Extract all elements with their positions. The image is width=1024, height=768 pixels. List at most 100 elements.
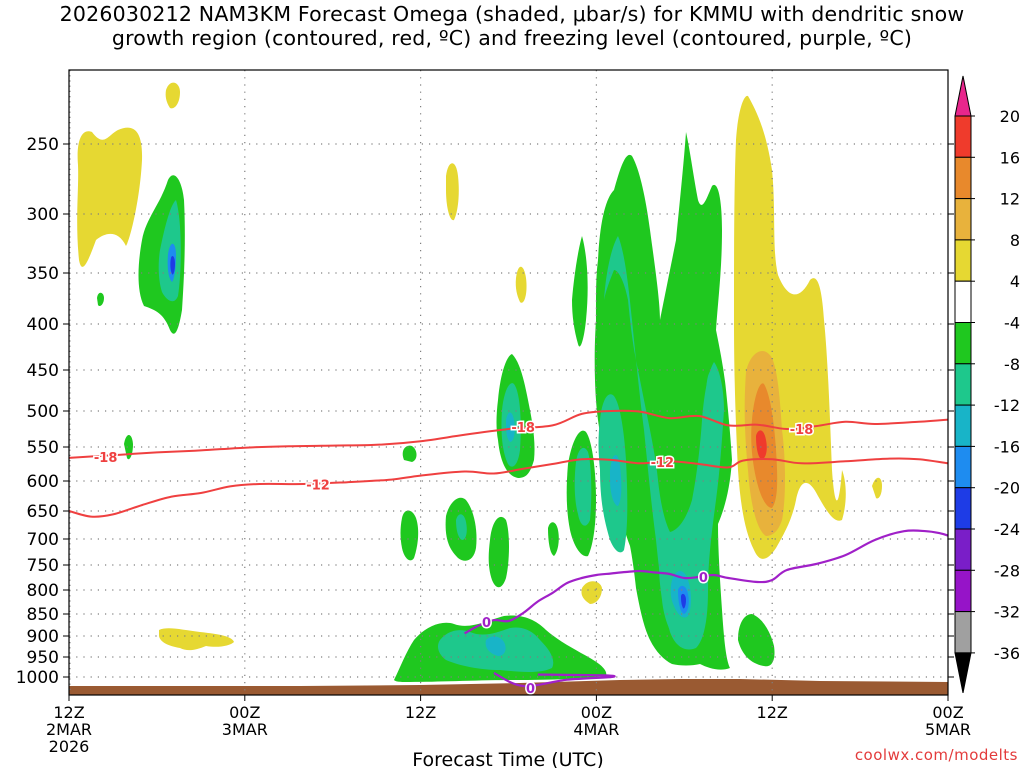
- credit-text: coolwx.com/modelts: [854, 746, 1018, 764]
- colorbar-swatch-7: [954, 363, 972, 406]
- contour-label-zero-0: 0: [482, 616, 491, 631]
- omega-negative-region-left-small: [400, 510, 419, 561]
- contour-layer: [69, 409, 948, 688]
- x-tick-label-60-0: 00Z: [932, 703, 963, 722]
- x-tick-label-0-2: 2026: [49, 737, 90, 756]
- contour-zero: [464, 529, 948, 635]
- x-tick-label-48-0: 12Z: [757, 703, 788, 722]
- omega-shading: [77, 82, 882, 682]
- x-tick-label-24-0: 12Z: [405, 703, 436, 722]
- grid-lines: [69, 70, 948, 695]
- colorbar-swatch-2: [954, 156, 972, 200]
- omega-negative-region-left-small-4: [488, 516, 509, 588]
- y-tick-label-650: 650: [27, 502, 59, 522]
- y-tick-label-300: 300: [27, 205, 59, 225]
- chart-title-line2: growth region (contoured, red, ºC) and f…: [111, 26, 913, 50]
- x-tick-label-0-1: 2MAR: [46, 720, 92, 739]
- colorbar-label-8: -16: [994, 437, 1020, 456]
- x-axis-label: Forecast Time (UTC): [412, 749, 603, 768]
- contour-label-m18-0: -18: [94, 451, 118, 466]
- y-tick-label-550: 550: [27, 438, 59, 458]
- omega-negative-core-center-cyan-2: [506, 412, 515, 442]
- contour-m12: [69, 457, 948, 518]
- omega-negative-region-center: [572, 236, 588, 347]
- omega-negative-core-center-cyan: [610, 455, 622, 506]
- colorbar-swatch-8: [954, 404, 972, 447]
- colorbar-swatch-9: [954, 445, 972, 489]
- contour-label-m18-2: -18: [790, 423, 814, 438]
- y-tick-label-700: 700: [27, 530, 59, 550]
- x-tick-label-0-0: 12Z: [53, 703, 84, 722]
- contour-m18: [69, 409, 948, 459]
- contour-label-zero-1: 0: [526, 682, 535, 697]
- plot-frame: [68, 69, 949, 696]
- omega-positive-region-mid: [446, 163, 459, 221]
- colorbar: 20 16 12 8 4 -4 -8 -12 -16 -20 -24 -28 -32 -36: [954, 75, 1020, 693]
- colorbar-label-2: 12: [1000, 190, 1020, 209]
- y-tick-label-350: 350: [27, 264, 59, 284]
- colorbar-swatch-1: [954, 115, 972, 158]
- contour-label-m12-0: -12: [306, 479, 330, 494]
- omega-negative-core-lower-cyan: [485, 636, 506, 656]
- omega-positive-region-mid-2: [515, 266, 527, 303]
- omega-positive-region-lower-left: [159, 628, 234, 651]
- omega-positive-region-right-small: [872, 477, 882, 499]
- contour-zero-secondary: [493, 672, 616, 688]
- ground-surface: [69, 679, 948, 695]
- contour-label-m12-1: -12: [651, 456, 675, 471]
- x-tick-label-60-1: 5MAR: [925, 720, 971, 739]
- y-tick-label-900: 900: [27, 627, 59, 647]
- x-tick-label-12-1: 3MAR: [222, 720, 268, 739]
- omega-negative-region-center-small: [548, 522, 559, 556]
- y-tick-label-450: 450: [27, 361, 59, 381]
- omega-positive-region-mid-3: [581, 581, 602, 604]
- colorbar-label-6: -8: [1004, 355, 1020, 374]
- y-tick-label-800: 800: [27, 581, 59, 601]
- colorbar-label-0: 20: [1000, 107, 1020, 126]
- y-tick-label-1000: 1000: [16, 668, 59, 688]
- colorbar-label-11: -28: [994, 561, 1020, 580]
- colorbar-label-4: 4: [1010, 272, 1020, 291]
- x-tick-label-36-0: 00Z: [581, 703, 612, 722]
- colorbar-swatch-5: [954, 280, 972, 324]
- omega-negative-region-left-small-3: [402, 445, 417, 462]
- colorbar-swatch-3: [954, 198, 972, 241]
- omega-negative-inner-center: [604, 236, 724, 650]
- contour-label-zero-2: 0: [699, 571, 708, 586]
- omega-negative-core-upper-left-dark: [170, 256, 175, 275]
- x-tick-label-36-1: 4MAR: [573, 720, 619, 739]
- omega-negative-core-right-dblue: [681, 593, 686, 609]
- omega-positive-region-small: [165, 82, 180, 109]
- y-tick-label-950: 950: [27, 648, 59, 668]
- omega-negative-inner-center-4: [574, 447, 592, 526]
- colorbar-swatch-13: [954, 611, 972, 654]
- contour-label-m18-1: -18: [511, 421, 535, 436]
- y-axis: 2503003504004505005506006507007508008509…: [16, 135, 954, 688]
- colorbar-swatch-0: [954, 75, 972, 117]
- colorbar-swatch-14: [954, 652, 972, 693]
- colorbar-label-1: 16: [1000, 148, 1020, 167]
- contour-label-layer: -18 -18 -18 -12 -12 0 0 0: [92, 419, 814, 698]
- colorbar-swatch-6: [954, 322, 972, 365]
- colorbar-label-7: -12: [994, 396, 1020, 415]
- colorbar-swatch-4: [954, 239, 972, 282]
- y-tick-label-750: 750: [27, 556, 59, 576]
- colorbar-swatch-10: [954, 487, 972, 530]
- colorbar-label-10: -24: [994, 520, 1020, 539]
- y-tick-label-400: 400: [27, 315, 59, 335]
- omega-negative-region-right-small: [738, 614, 775, 667]
- omega-negative-region-tiny-2: [124, 435, 133, 460]
- colorbar-label-5: -4: [1004, 314, 1020, 333]
- colorbar-label-3: 8: [1010, 231, 1020, 250]
- y-tick-label-500: 500: [27, 402, 59, 422]
- omega-negative-inner-right-2: [706, 368, 721, 431]
- y-tick-label-250: 250: [27, 135, 59, 155]
- chart-title-line1: 2026030212 NAM3KM Forecast Omega (shaded…: [59, 2, 965, 26]
- y-tick-label-850: 850: [27, 605, 59, 625]
- omega-negative-region-tiny: [97, 292, 104, 307]
- colorbar-label-12: -32: [994, 603, 1020, 622]
- y-tick-label-600: 600: [27, 472, 59, 492]
- colorbar-swatch-12: [954, 569, 972, 613]
- colorbar-swatch-11: [954, 528, 972, 571]
